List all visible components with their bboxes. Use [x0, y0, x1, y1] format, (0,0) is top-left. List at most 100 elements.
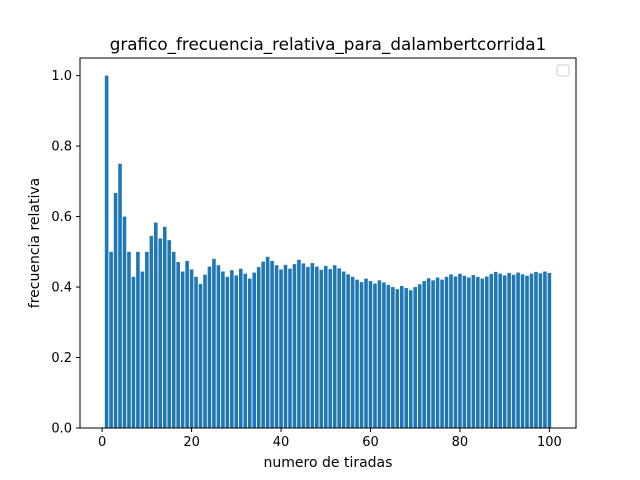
bar-54 [341, 271, 346, 428]
bar-22 [198, 283, 203, 428]
bar-83 [471, 275, 476, 428]
bar-74 [431, 280, 435, 428]
bar-52 [332, 265, 337, 428]
y-tick-label: 0.4 [51, 281, 72, 296]
bar-97 [534, 271, 538, 428]
bar-80 [458, 273, 462, 428]
bar-94 [520, 274, 525, 428]
bar-10 [145, 251, 149, 428]
bar-36 [261, 261, 265, 428]
bar-88 [493, 271, 498, 428]
bar-20 [189, 269, 194, 428]
bar-19 [185, 260, 189, 428]
bar-34 [252, 272, 256, 428]
bar-68 [404, 288, 409, 428]
bar-8 [136, 251, 140, 428]
bar-12 [154, 222, 158, 428]
bar-9 [140, 271, 145, 428]
bar-92 [511, 274, 516, 428]
bar-1 [104, 75, 109, 429]
legend-box [556, 64, 570, 77]
bar-53 [337, 268, 341, 428]
x-axis-ticks: 0 20 40 60 80 100 [98, 428, 562, 450]
bar-99 [543, 271, 547, 428]
bar-32 [243, 273, 248, 428]
bar-46 [306, 266, 310, 428]
bar-3 [113, 192, 118, 428]
bar-40 [279, 269, 283, 428]
bar-7 [131, 276, 136, 428]
bar-82 [467, 277, 471, 428]
bar-61 [373, 283, 377, 428]
bar-77 [444, 276, 449, 428]
bar-45 [301, 263, 306, 428]
bar-87 [489, 274, 494, 428]
bar-38 [270, 260, 274, 428]
bar-84 [476, 276, 480, 428]
bar-63 [382, 282, 386, 428]
bar-60 [368, 281, 373, 428]
chart-title: grafico_frecuencia_relativa_para_dalambe… [110, 34, 547, 55]
bar-17 [176, 262, 180, 428]
bar-81 [462, 275, 467, 428]
bar-31 [239, 268, 243, 428]
bar-16 [171, 251, 176, 428]
bar-41 [283, 264, 288, 428]
bar-100 [547, 272, 552, 428]
bar-59 [364, 278, 368, 428]
bar-11 [149, 235, 154, 428]
x-tick-label: 40 [273, 435, 290, 450]
plot-frame [79, 57, 577, 429]
bar-51 [328, 269, 333, 428]
bar-98 [538, 273, 543, 428]
bar-49 [319, 269, 324, 428]
bar-24 [207, 266, 212, 428]
y-tick-label: 0.6 [51, 210, 72, 225]
bar-35 [256, 266, 261, 428]
x-tick-label: 0 [98, 435, 106, 450]
bar-37 [265, 256, 270, 428]
bar-79 [453, 276, 458, 428]
y-tick-label: 0.8 [51, 140, 72, 155]
bar-14 [162, 226, 167, 428]
bar-27 [221, 271, 225, 428]
x-tick-label: 100 [537, 435, 562, 450]
bar-95 [525, 275, 529, 428]
bar-72 [422, 281, 426, 428]
bar-69 [408, 290, 413, 428]
bar-39 [274, 265, 279, 428]
bar-91 [507, 272, 511, 428]
bar-57 [355, 279, 359, 428]
bar-15 [167, 240, 172, 428]
bar-56 [350, 276, 355, 428]
bar-18 [180, 271, 185, 428]
bar-50 [323, 265, 328, 428]
bar-44 [297, 259, 301, 428]
bar-43 [292, 264, 297, 428]
bar-48 [315, 266, 319, 428]
bar-71 [417, 284, 422, 428]
bar-25 [212, 258, 216, 428]
bar-21 [194, 276, 198, 428]
bar-67 [400, 285, 404, 428]
bar-58 [359, 282, 364, 428]
x-tick-label: 20 [183, 435, 200, 450]
bar-4 [118, 163, 122, 428]
bar-6 [127, 251, 131, 428]
bar-78 [449, 274, 453, 428]
bar-42 [288, 268, 292, 428]
bar-96 [529, 273, 534, 428]
bar-65 [391, 287, 395, 428]
bar-55 [346, 274, 350, 428]
bar-64 [386, 284, 391, 428]
bar-75 [435, 277, 440, 428]
bar-26 [216, 265, 221, 428]
bar-90 [502, 275, 507, 428]
bar-33 [247, 278, 252, 428]
y-axis-label: frecuencia relativa [27, 178, 43, 308]
x-tick-label: 80 [452, 435, 469, 450]
bar-85 [480, 278, 485, 428]
x-tick-label: 60 [362, 435, 379, 450]
bar-28 [225, 276, 230, 428]
